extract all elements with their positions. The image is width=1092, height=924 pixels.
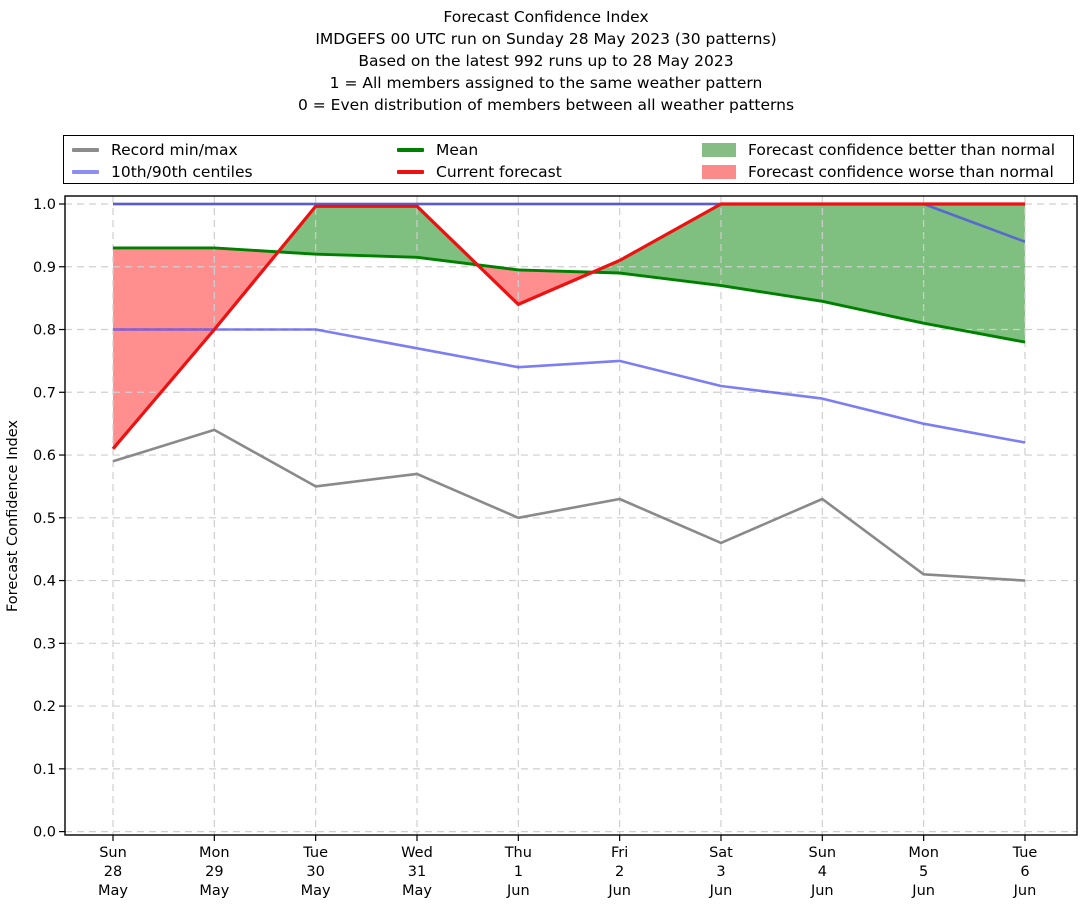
x-tick-label: 4 [818, 864, 827, 880]
y-tick-label: 0.6 [33, 448, 56, 464]
current-forecast-line [111, 202, 1025, 450]
y-tick-label: 0.3 [33, 636, 56, 652]
legend-item-record-minmax: Record min/max [72, 139, 238, 161]
x-tick-label: 29 [205, 864, 223, 880]
current-forecast-line-swatch [397, 170, 424, 174]
x-tick-label: Jun [607, 883, 631, 899]
record-min-line [112, 428, 1026, 582]
x-tick-label: Sun [809, 845, 837, 861]
fill-confidence-worse [478, 265, 593, 305]
x-tick-label: Jun [709, 883, 733, 899]
legend-box: Record min/max 10th/90th centiles Mean C… [63, 135, 1074, 184]
legend-item-mean: Mean [397, 139, 478, 161]
x-tick-label: Jun [506, 883, 530, 899]
x-tick-label: Mon [199, 845, 230, 861]
x-tick-label: 5 [919, 864, 928, 880]
legend-item-centiles: 10th/90th centiles [72, 161, 253, 183]
y-tick-label: 0.9 [33, 260, 56, 276]
legend-label: Mean [436, 141, 479, 159]
y-axis-label: Forecast Confidence Index [5, 420, 21, 612]
legend-item-current-forecast: Current forecast [397, 161, 562, 183]
legend-label: 10th/90th centiles [111, 163, 253, 181]
fill-confidence-better [592, 204, 1025, 343]
x-tick-label: Jun [810, 883, 834, 899]
10th-centile-line [113, 328, 1026, 444]
x-tick-label: Fri [611, 845, 628, 861]
plot-border [64, 195, 1078, 836]
legend-label: Forecast confidence better than normal [748, 141, 1056, 159]
x-tick-label: May [402, 883, 432, 899]
legend-item-worse-than-normal: Forecast confidence worse than normal [702, 161, 1054, 183]
mean-line [113, 246, 1026, 344]
y-tick-label: 0.1 [33, 762, 56, 778]
chart-subtitle-run: IMDGEFS 00 UTC run on Sunday 28 May 2023… [315, 30, 777, 48]
x-tick-label: 30 [306, 864, 324, 880]
y-tick-label: 0.8 [33, 323, 56, 339]
x-tick-label: 2 [615, 864, 624, 880]
x-tick-label: May [199, 883, 229, 899]
x-tick-label: Sun [99, 845, 127, 861]
x-tick-label: Wed [401, 845, 433, 861]
legend-label: Forecast confidence worse than normal [748, 163, 1054, 181]
x-tick-label: 1 [514, 864, 523, 880]
x-tick-label: Jun [911, 883, 935, 899]
y-tick-label: 0.4 [33, 574, 56, 590]
chart-subtitle-zero: 0 = Even distribution of members between… [297, 96, 795, 114]
record-minmax-line-swatch [72, 148, 99, 152]
legend-item-better-than-normal: Forecast confidence better than normal [702, 139, 1055, 161]
legend-label: Record min/max [111, 141, 238, 159]
x-tick-label: May [98, 883, 128, 899]
chart-subtitle-runs: Based on the latest 992 runs up to 28 Ma… [358, 52, 734, 70]
y-tick-label: 0.2 [33, 699, 56, 715]
y-tick-label: 0.5 [33, 511, 56, 527]
x-tick-label: 31 [408, 864, 426, 880]
chart-title-block: Forecast Confidence Index IMDGEFS 00 UTC… [0, 6, 1092, 116]
x-tick-label: 6 [1020, 864, 1029, 880]
x-tick-label: 28 [104, 864, 122, 880]
chart-subtitle-one: 1 = All members assigned to the same wea… [329, 74, 763, 92]
x-tick-label: May [301, 883, 331, 899]
x-tick-label: Tue [302, 845, 328, 861]
legend-label: Current forecast [436, 163, 562, 181]
x-tick-label: Jun [1013, 883, 1037, 899]
y-tick-label: 0.7 [33, 385, 56, 401]
x-tick-label: Tue [1012, 845, 1038, 861]
centiles-line-swatch [72, 170, 99, 174]
y-tick-label: 1.0 [33, 197, 56, 213]
chart-title: Forecast Confidence Index [443, 8, 649, 26]
worse-than-normal-patch-swatch [702, 165, 736, 179]
y-tick-label: 0.0 [33, 825, 56, 841]
better-than-normal-patch-swatch [702, 143, 736, 157]
x-tick-label: Sat [709, 845, 733, 861]
mean-line-swatch [397, 148, 424, 152]
x-tick-label: Mon [908, 845, 939, 861]
x-tick-label: Thu [504, 845, 532, 861]
x-tick-label: 3 [716, 864, 725, 880]
